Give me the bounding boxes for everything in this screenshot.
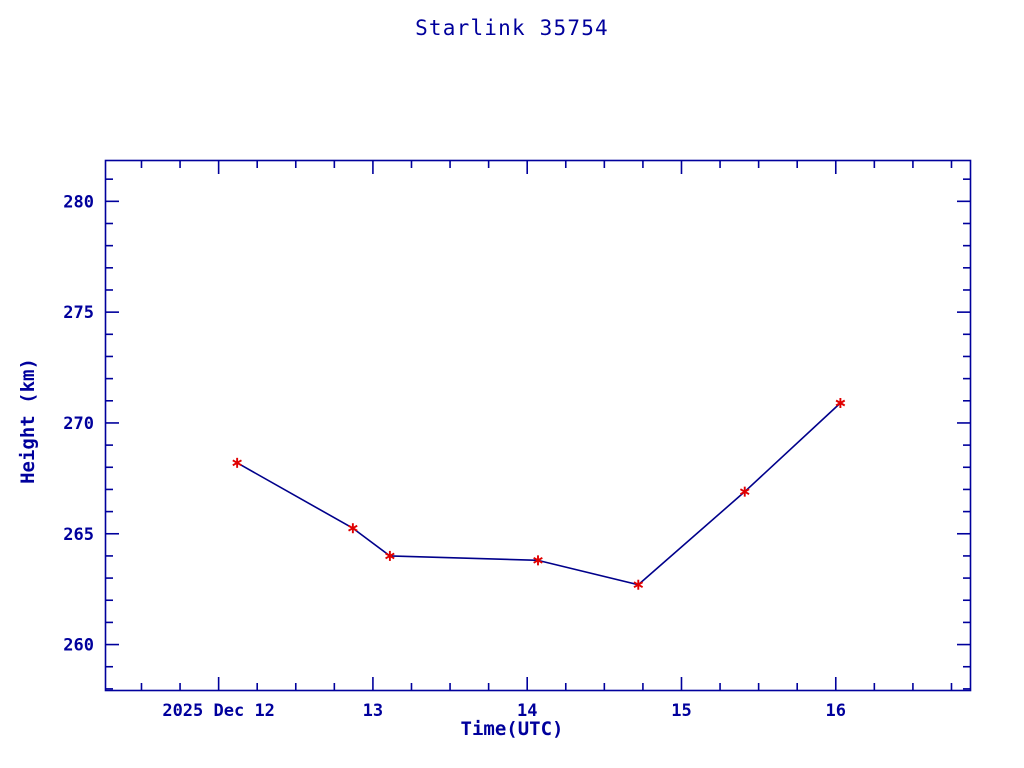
x-axis-tick-labels: 2025 Dec 12 13 14 15 16 <box>162 701 846 721</box>
data-point-marker <box>533 555 543 566</box>
y-axis-label-wrapper: Height (km) <box>17 321 39 521</box>
y-tick-label: 275 <box>63 303 94 323</box>
data-point-marker <box>633 579 644 590</box>
data-point-marker <box>835 398 846 409</box>
x-tick-label: 2025 Dec 12 <box>162 701 275 721</box>
y-axis-ticks <box>106 178 970 690</box>
x-tick-label: 16 <box>826 701 846 721</box>
data-point-marker <box>739 486 750 497</box>
y-axis-label: Height (km) <box>17 358 39 484</box>
y-axis-tick-labels: 280 275 270 265 260 <box>63 192 94 655</box>
x-axis-ticks <box>140 161 953 690</box>
x-tick-label: 15 <box>671 701 691 721</box>
data-point-marker <box>385 550 395 561</box>
y-tick-label: 260 <box>63 636 94 656</box>
data-point-marker <box>232 457 242 468</box>
data-point-marker <box>348 523 358 534</box>
y-tick-label: 265 <box>63 525 94 545</box>
chart-title: Starlink 35754 <box>415 16 609 40</box>
plot-frame <box>104 159 972 692</box>
data-markers <box>232 398 846 590</box>
y-tick-label: 270 <box>63 414 94 434</box>
y-tick-label: 280 <box>63 192 94 212</box>
x-axis-label: Time(UTC) <box>460 718 564 740</box>
x-tick-label: 13 <box>363 701 383 721</box>
x-tick-label: 14 <box>517 701 537 721</box>
